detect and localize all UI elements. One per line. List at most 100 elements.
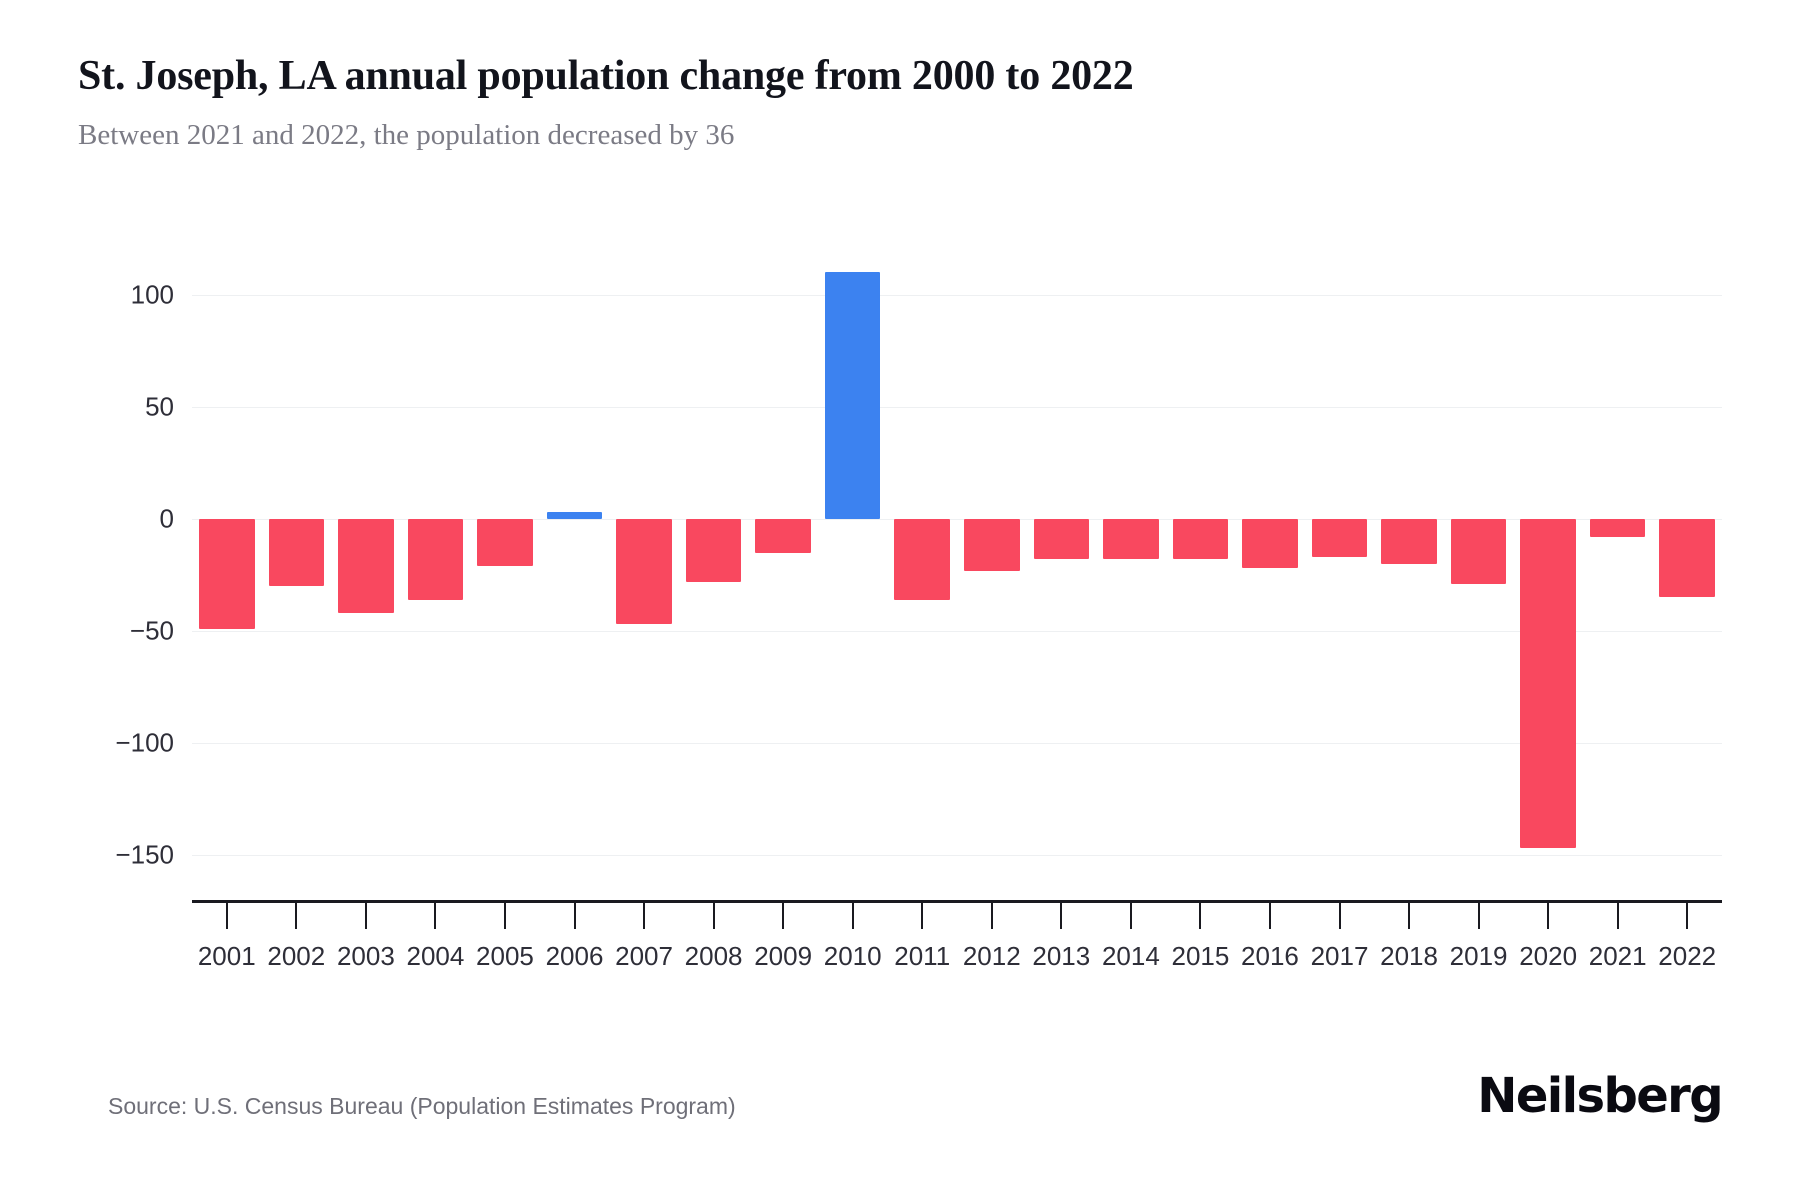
x-axis-tick — [225, 903, 228, 929]
bar-2022[interactable] — [1659, 518, 1716, 598]
gridline-50 — [192, 406, 1722, 408]
bar-2001[interactable] — [198, 518, 255, 629]
bar-slot — [616, 250, 672, 900]
bar-slot — [894, 250, 951, 900]
x-axis-label-2003: 2003 — [336, 941, 395, 971]
bar-2016[interactable] — [1242, 518, 1298, 569]
bar-2014[interactable] — [1103, 518, 1159, 560]
x-axis-label-2022: 2022 — [1658, 941, 1717, 971]
y-axis-label: 50 — [145, 391, 174, 422]
x-axis-label-2002: 2002 — [267, 941, 326, 971]
bars-group — [192, 250, 1722, 900]
x-axis-label-2019: 2019 — [1449, 941, 1508, 971]
bar-slot — [407, 250, 464, 900]
bar-slot — [1172, 250, 1229, 900]
gridline--150 — [192, 855, 1722, 857]
x-axis-tick — [1060, 903, 1063, 929]
bar-2006[interactable] — [546, 512, 603, 519]
x-axis-label-2013: 2013 — [1032, 941, 1091, 971]
x-axis-label-2021: 2021 — [1588, 941, 1647, 971]
bar-2002[interactable] — [268, 518, 325, 587]
neilsberg-logo: Neilsberg — [1477, 1068, 1723, 1124]
y-axis-label: 100 — [130, 279, 174, 310]
x-axis-label-2010: 2010 — [823, 941, 882, 971]
bar-slot — [477, 250, 533, 900]
bar-2007[interactable] — [616, 518, 672, 625]
bar-slot — [338, 250, 394, 900]
x-axis-label-2012: 2012 — [962, 941, 1021, 971]
bar-slot — [546, 250, 603, 900]
gridline--50 — [192, 631, 1722, 633]
x-axis-label-2004: 2004 — [406, 941, 465, 971]
y-axis-label: −150 — [115, 839, 174, 870]
x-axis-label-2015: 2015 — [1171, 941, 1230, 971]
bar-2003[interactable] — [338, 518, 394, 614]
gridline--100 — [192, 743, 1722, 745]
bar-2020[interactable] — [1520, 518, 1576, 849]
x-axis-label-2011: 2011 — [894, 941, 951, 971]
bar-2015[interactable] — [1172, 518, 1229, 560]
bar-slot — [685, 250, 742, 900]
bar-2021[interactable] — [1589, 518, 1646, 537]
x-axis-label-2005: 2005 — [476, 941, 534, 971]
bar-slot — [1450, 250, 1507, 900]
x-axis-tick — [434, 903, 437, 929]
y-axis-label: −100 — [115, 727, 174, 758]
bar-2005[interactable] — [477, 518, 533, 567]
bar-slot — [1520, 250, 1576, 900]
bar-2013[interactable] — [1033, 518, 1090, 560]
x-axis-tick — [782, 903, 785, 929]
y-axis-label: −50 — [129, 615, 174, 646]
x-axis-label-2006: 2006 — [545, 941, 604, 971]
x-axis-label-2001: 2001 — [197, 941, 256, 971]
x-axis-label-2017: 2017 — [1310, 941, 1369, 971]
bar-2011[interactable] — [894, 518, 951, 600]
x-axis-tick — [295, 903, 298, 929]
x-axis-label-2020: 2020 — [1519, 941, 1578, 971]
bar-slot — [1659, 250, 1716, 900]
x-axis-label-2009: 2009 — [754, 941, 813, 971]
bar-2019[interactable] — [1450, 518, 1507, 584]
x-axis-label-2018: 2018 — [1380, 941, 1438, 971]
bar-2004[interactable] — [407, 518, 464, 600]
x-axis-line — [192, 900, 1722, 903]
bar-2010[interactable] — [824, 272, 881, 519]
bar-2009[interactable] — [755, 518, 811, 553]
x-axis-tick — [503, 903, 506, 929]
gridline-0 — [192, 518, 1722, 520]
chart-title: St. Joseph, LA annual population change … — [78, 53, 1134, 99]
x-axis-label-2008: 2008 — [684, 941, 743, 971]
bar-slot — [1311, 250, 1368, 900]
bar-2018[interactable] — [1381, 518, 1437, 564]
x-axis-tick — [1616, 903, 1619, 929]
x-axis-tick — [1268, 903, 1271, 929]
bar-2012[interactable] — [963, 518, 1020, 571]
bar-2008[interactable] — [685, 518, 742, 582]
x-axis-tick — [851, 903, 854, 929]
bar-slot — [1242, 250, 1298, 900]
x-axis-tick — [1547, 903, 1550, 929]
bar-slot — [963, 250, 1020, 900]
bar-slot — [1033, 250, 1090, 900]
x-axis-tick — [1686, 903, 1689, 929]
x-axis-tick — [1408, 903, 1411, 929]
chart-subtitle: Between 2021 and 2022, the population de… — [78, 119, 735, 152]
x-axis-tick — [1338, 903, 1341, 929]
x-axis-tick — [643, 903, 646, 929]
x-axis-label-2014: 2014 — [1101, 941, 1160, 971]
source-note: Source: U.S. Census Bureau (Population E… — [108, 1093, 736, 1119]
y-axis-label: 0 — [159, 503, 174, 534]
x-axis-tick — [1199, 903, 1202, 929]
bar-slot — [1103, 250, 1159, 900]
chart-header: St. Joseph, LA annual population change … — [78, 52, 1718, 153]
gridline-100 — [192, 294, 1722, 296]
bar-slot — [198, 250, 255, 900]
bar-slot — [755, 250, 811, 900]
bar-slot — [824, 250, 881, 900]
x-axis-tick — [990, 903, 993, 929]
bar-2017[interactable] — [1311, 518, 1368, 558]
bar-slot — [1589, 250, 1646, 900]
bar-slot — [1381, 250, 1437, 900]
x-axis-tick — [712, 903, 715, 929]
